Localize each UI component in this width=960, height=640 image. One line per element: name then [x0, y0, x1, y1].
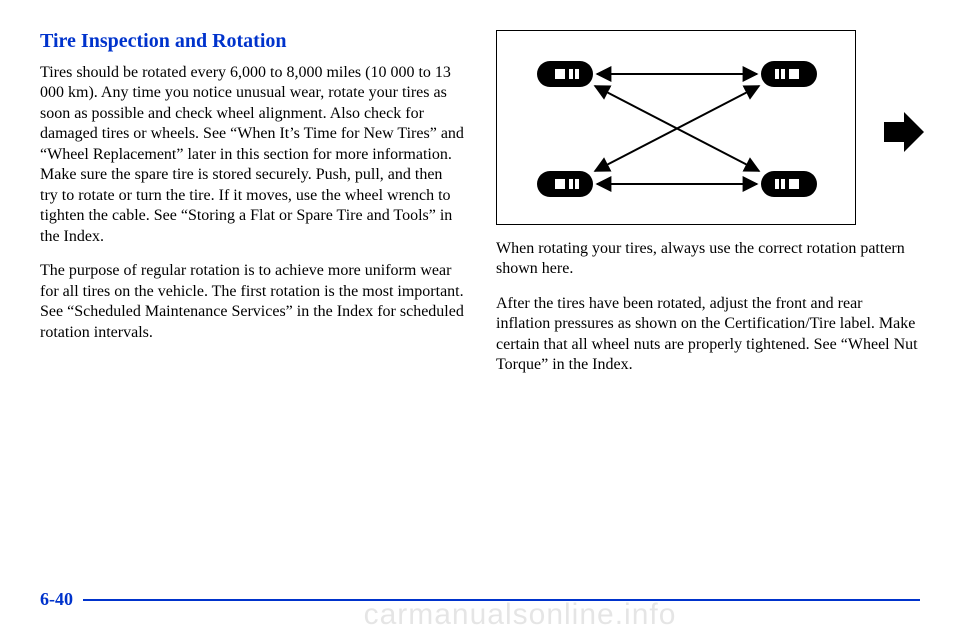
- right-para-2: After the tires have been rotated, adjus…: [496, 294, 920, 376]
- content-columns: Tire Inspection and Rotation Tires shoul…: [40, 30, 920, 390]
- tire-front-right-icon: [761, 61, 817, 87]
- rotation-diagram-wrap: [496, 30, 920, 225]
- right-para-1: When rotating your tires, always use the…: [496, 239, 920, 280]
- left-column: Tire Inspection and Rotation Tires shoul…: [40, 30, 464, 390]
- section-heading: Tire Inspection and Rotation: [40, 30, 464, 53]
- footer-rule: [83, 599, 920, 601]
- right-column: When rotating your tires, always use the…: [496, 30, 920, 390]
- page-footer: 6-40: [40, 589, 920, 610]
- manual-page: Tire Inspection and Rotation Tires shoul…: [0, 0, 960, 640]
- tire-front-left-icon: [537, 61, 593, 87]
- left-para-2: The purpose of regular rotation is to ac…: [40, 261, 464, 343]
- page-number: 6-40: [40, 589, 73, 610]
- forward-arrow-icon: [882, 110, 926, 154]
- tire-rear-right-icon: [761, 171, 817, 197]
- rotation-diagram: [496, 30, 856, 225]
- tire-rear-left-icon: [537, 171, 593, 197]
- left-para-1: Tires should be rotated every 6,000 to 8…: [40, 63, 464, 247]
